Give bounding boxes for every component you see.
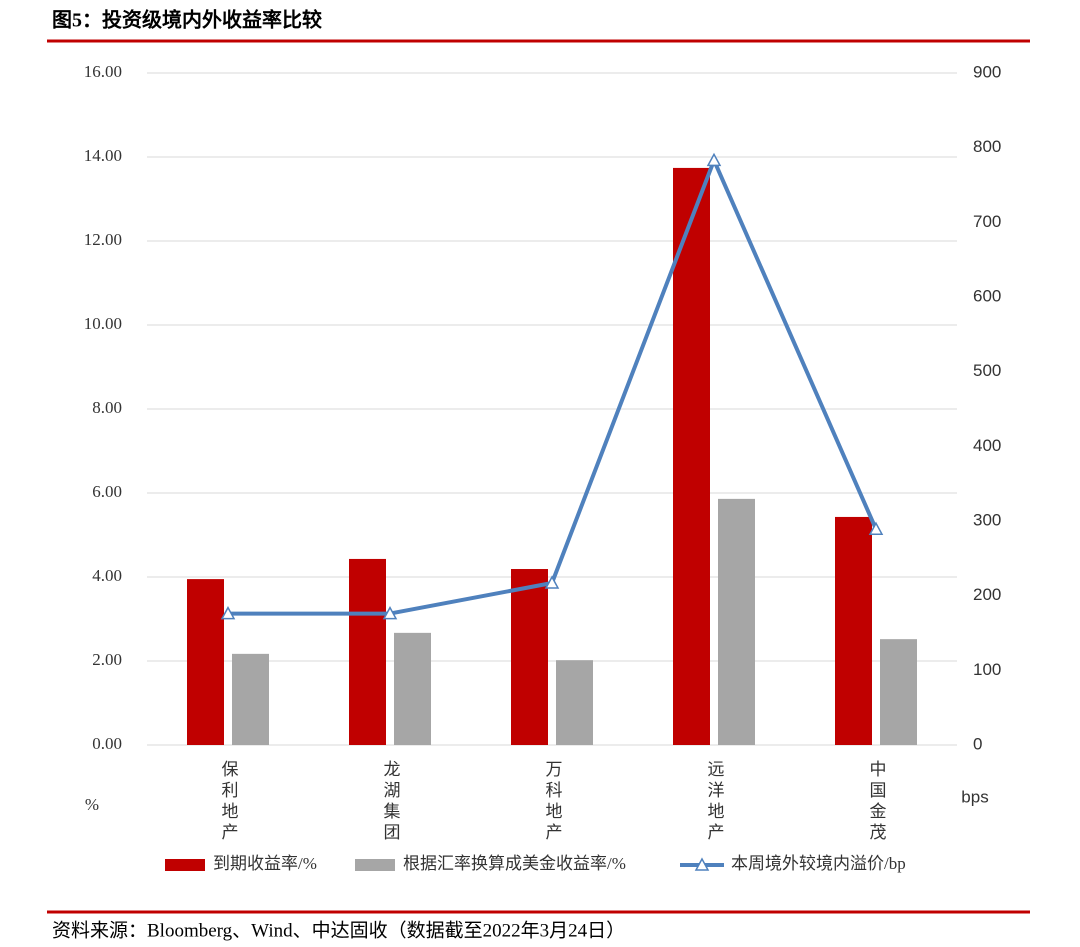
y-tick-label: 4.00 xyxy=(92,566,122,585)
bar xyxy=(718,498,755,745)
y-tick-label: 16.00 xyxy=(84,62,122,81)
y2-tick-label: 100 xyxy=(973,660,1001,679)
y2-axis-label: bps xyxy=(961,787,988,806)
y2-tick-label: 300 xyxy=(973,510,1001,529)
y2-tick-label: 900 xyxy=(973,62,1001,81)
bar xyxy=(187,579,224,745)
x-tick-label: 远洋地产 xyxy=(705,760,725,844)
x-tick-label: 保利地产 xyxy=(219,760,239,844)
bar xyxy=(349,558,386,745)
chart-title: 图5：投资级境内外收益率比较 xyxy=(52,8,322,32)
y2-tick-label: 400 xyxy=(973,436,1001,455)
y2-tick-label: 600 xyxy=(973,286,1001,305)
legend-label: 根据汇率换算成美金收益率/% xyxy=(403,854,626,873)
y-axis-label: % xyxy=(85,795,99,814)
line-marker xyxy=(868,521,884,535)
y-tick-label: 8.00 xyxy=(92,398,122,417)
x-tick-label: 中国金茂 xyxy=(867,760,887,844)
line xyxy=(228,158,878,616)
y-tick-label: 12.00 xyxy=(84,230,122,249)
y2-tick-label: 700 xyxy=(973,212,1001,231)
y-tick-label: 10.00 xyxy=(84,314,122,333)
bar xyxy=(511,569,548,745)
legend-swatch xyxy=(165,859,205,871)
legend-label: 本周境外较境内溢价/bp xyxy=(731,854,906,873)
legend-marker xyxy=(694,857,710,871)
y-tick-label: 2.00 xyxy=(92,650,122,669)
line-marker xyxy=(220,606,236,620)
bar xyxy=(880,639,917,745)
legend-label: 到期收益率/% xyxy=(213,854,317,873)
y2-tick-label: 0 xyxy=(973,734,982,753)
line-marker xyxy=(544,575,560,589)
y-tick-label: 6.00 xyxy=(92,482,122,501)
bar xyxy=(394,632,431,745)
x-tick-label: 龙湖集团 xyxy=(381,760,401,844)
line-marker xyxy=(382,606,398,620)
bar xyxy=(673,167,710,746)
y2-tick-label: 500 xyxy=(973,361,1001,380)
y2-tick-label: 200 xyxy=(973,585,1001,604)
line-marker xyxy=(706,152,722,167)
bar xyxy=(556,660,593,745)
source: 资料来源：Bloomberg、Wind、中达固收（数据截至2022年3月24日） xyxy=(52,919,625,941)
x-tick-label: 万科地产 xyxy=(543,760,563,844)
y-tick-label: 14.00 xyxy=(84,146,122,165)
bar xyxy=(232,653,269,745)
bar xyxy=(835,516,872,745)
y-tick-label: 0.00 xyxy=(92,734,122,753)
legend-swatch xyxy=(355,859,395,871)
y2-tick-label: 800 xyxy=(973,137,1001,156)
